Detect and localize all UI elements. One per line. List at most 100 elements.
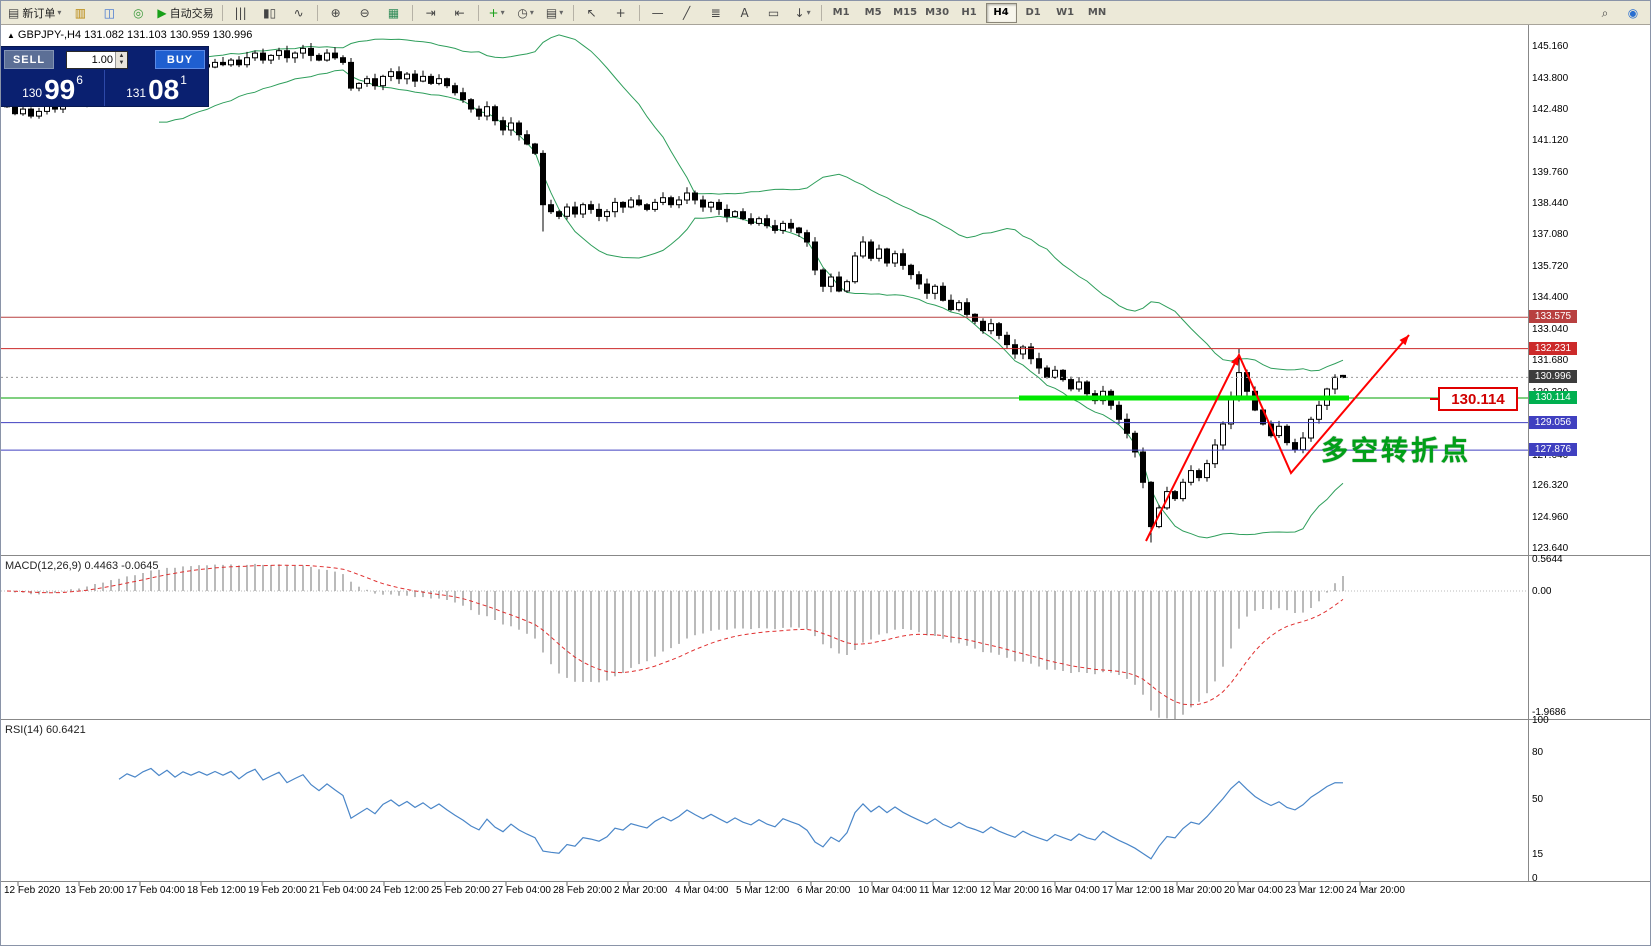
one-click-collapse-icon[interactable]: ▲ (7, 31, 15, 40)
new-order-button[interactable]: ▤ 新订单 ▾ (4, 2, 65, 24)
timeframe-h4[interactable]: H4 (985, 2, 1017, 23)
price-axis-tick[interactable]: 126.320 (1532, 480, 1569, 492)
volume-input[interactable] (67, 51, 115, 68)
time-axis-label[interactable]: 19 Feb 20:00 (248, 885, 307, 896)
time-axis-label[interactable]: 13 Feb 20:00 (65, 885, 124, 896)
periods-icon: ◷ (517, 5, 528, 20)
rsi-indicator-label: RSI(14) 60.6421 (5, 724, 86, 736)
time-axis-label[interactable]: 2 Mar 20:00 (614, 885, 668, 896)
price-axis-tick[interactable]: 131.680 (1532, 355, 1569, 367)
indicators-button[interactable]: + ▾ (483, 2, 511, 24)
time-axis-label[interactable]: 28 Feb 20:00 (553, 885, 612, 896)
time-axis-label[interactable]: 21 Feb 04:00 (309, 885, 368, 896)
text-button[interactable]: A (731, 2, 759, 24)
macd-axis-tick[interactable]: 0.00 (1532, 586, 1552, 597)
timeframe-h1[interactable]: H1 (961, 7, 977, 18)
price-axis-tick[interactable]: 133.040 (1532, 323, 1569, 335)
buy-price[interactable]: 131 08 1 (105, 70, 208, 106)
rsi-axis-tick[interactable]: 80 (1532, 746, 1544, 758)
timeframe-m5[interactable]: M5 (864, 7, 882, 18)
sell-price[interactable]: 130 99 6 (1, 70, 105, 106)
price-axis-tick[interactable]: 124.960 (1532, 512, 1569, 524)
arrows-button[interactable]: ↓ ▾ (789, 2, 817, 24)
sell-button[interactable]: SELL (4, 50, 54, 69)
cursor-button[interactable]: ↖ (578, 2, 606, 24)
volume-down-icon[interactable]: ▼ (118, 59, 125, 66)
time-axis-label[interactable]: 11 Mar 12:00 (919, 885, 978, 896)
price-axis-tick[interactable]: 139.760 (1532, 166, 1569, 178)
time-axis-label[interactable]: 24 Mar 20:00 (1346, 885, 1405, 896)
autotrading-button[interactable]: ▶ 自动交易 (153, 2, 217, 24)
time-axis-label[interactable]: 20 Mar 04:00 (1224, 885, 1283, 896)
timeframe-m30[interactable]: M30 (925, 7, 950, 18)
time-axis-label[interactable]: 12 Feb 2020 (4, 885, 61, 896)
time-axis-label[interactable]: 25 Feb 20:00 (431, 885, 490, 896)
time-axis-label[interactable]: 5 Mar 12:00 (736, 885, 790, 896)
timeframe-d1[interactable]: D1 (1025, 7, 1041, 18)
profiles-button[interactable]: ◫ (95, 2, 123, 24)
time-axis-label[interactable]: 17 Mar 12:00 (1102, 885, 1161, 896)
time-axis-label[interactable]: 10 Mar 04:00 (858, 885, 917, 896)
macd-axis-tick[interactable]: 0.5644 (1532, 554, 1563, 565)
timeframe-m15[interactable]: M15 (893, 7, 918, 18)
zoom-in-button[interactable]: ⊕ (322, 2, 350, 24)
time-axis-label[interactable]: 24 Feb 12:00 (370, 885, 429, 896)
price-axis-tick[interactable]: 135.720 (1532, 261, 1569, 273)
community-button[interactable]: ◉ (1619, 2, 1647, 24)
timeframe-w1[interactable]: W1 (1056, 7, 1075, 18)
volume-up-icon[interactable]: ▲ (118, 52, 125, 59)
label-button[interactable]: ▭ (760, 2, 788, 24)
buy-button[interactable]: BUY (155, 50, 205, 69)
templates-button[interactable]: ▤ ▾ (541, 2, 569, 24)
chart-candles-button[interactable]: ▮▯ (256, 2, 284, 24)
price-axis-tick[interactable]: 141.120 (1532, 135, 1569, 147)
auto-scroll-button[interactable]: ⇥ (417, 2, 445, 24)
time-axis-label[interactable]: 12 Mar 20:00 (980, 885, 1039, 896)
one-click-trading-panel: SELL ▲ ▼ BUY 130 99 6 131 08 1 (1, 47, 208, 106)
timeframe-mn[interactable]: MN (1087, 7, 1107, 18)
price-callout-label[interactable]: 130.114 (1430, 387, 1518, 411)
price-axis-tick[interactable]: 142.480 (1532, 103, 1569, 115)
time-axis-label[interactable]: 4 Mar 04:00 (675, 885, 729, 896)
price-badge-129.056: 129.056 (1529, 415, 1577, 429)
rsi-axis-tick[interactable]: 15 (1532, 849, 1544, 861)
chart-open-button[interactable]: ▥ (66, 2, 94, 24)
time-axis-label[interactable]: 16 Mar 04:00 (1041, 885, 1100, 896)
chart-annotation-text[interactable]: 多空转折点 (1321, 436, 1471, 466)
zoom-out-button[interactable]: ⊖ (351, 2, 379, 24)
buy-price-big: 08 (148, 74, 180, 106)
price-axis-tick[interactable]: 145.160 (1532, 41, 1569, 52)
fibo-button[interactable]: ≣ (702, 2, 730, 24)
price-axis-tick[interactable]: 137.080 (1532, 229, 1569, 241)
symbol-title: GBPJPY-,H4 (17, 29, 82, 41)
zigzag-arrow-annotation[interactable] (1145, 334, 1410, 542)
data-window-button[interactable]: ◎ (124, 2, 152, 24)
rsi-axis-tick[interactable]: 0 (1532, 873, 1538, 884)
chart-shift-button[interactable]: ⇤ (446, 2, 474, 24)
time-axis-label[interactable]: 18 Feb 12:00 (187, 885, 246, 896)
chart-line-button[interactable]: ∿ (285, 2, 313, 24)
price-axis-tick[interactable]: 123.640 (1532, 543, 1569, 554)
tile-windows-button[interactable]: ▦ (380, 2, 408, 24)
price-axis-tick[interactable]: 143.800 (1532, 72, 1569, 84)
chart-canvas[interactable] (1, 25, 1651, 946)
rsi-axis-tick[interactable]: 100 (1532, 715, 1549, 726)
time-axis-label[interactable]: 17 Feb 04:00 (126, 885, 185, 896)
hline-button[interactable]: — (644, 2, 672, 24)
crosshair-button[interactable]: + (607, 2, 635, 24)
price-axis-tick[interactable]: 138.440 (1532, 197, 1569, 209)
timeframe-m1[interactable]: M1 (832, 7, 850, 18)
time-axis-label[interactable]: 27 Feb 04:00 (492, 885, 551, 896)
macd-axis-tick[interactable]: -1.9686 (1532, 706, 1566, 718)
periods-button[interactable]: ◷ ▾ (512, 2, 540, 24)
rsi-axis-tick[interactable]: 50 (1532, 794, 1544, 805)
bollinger-upper-band (158, 34, 1344, 372)
search-button[interactable]: ⌕ (1591, 2, 1619, 24)
chart-bars-button[interactable]: ||| (227, 2, 255, 24)
time-axis-label[interactable]: 6 Mar 20:00 (797, 885, 851, 896)
trendline-button[interactable]: ╱ (673, 2, 701, 24)
chart-bars-icon: ||| (234, 5, 247, 20)
time-axis-label[interactable]: 18 Mar 20:00 (1163, 885, 1222, 896)
time-axis-label[interactable]: 23 Mar 12:00 (1285, 885, 1344, 896)
price-axis-tick[interactable]: 134.400 (1532, 292, 1569, 303)
